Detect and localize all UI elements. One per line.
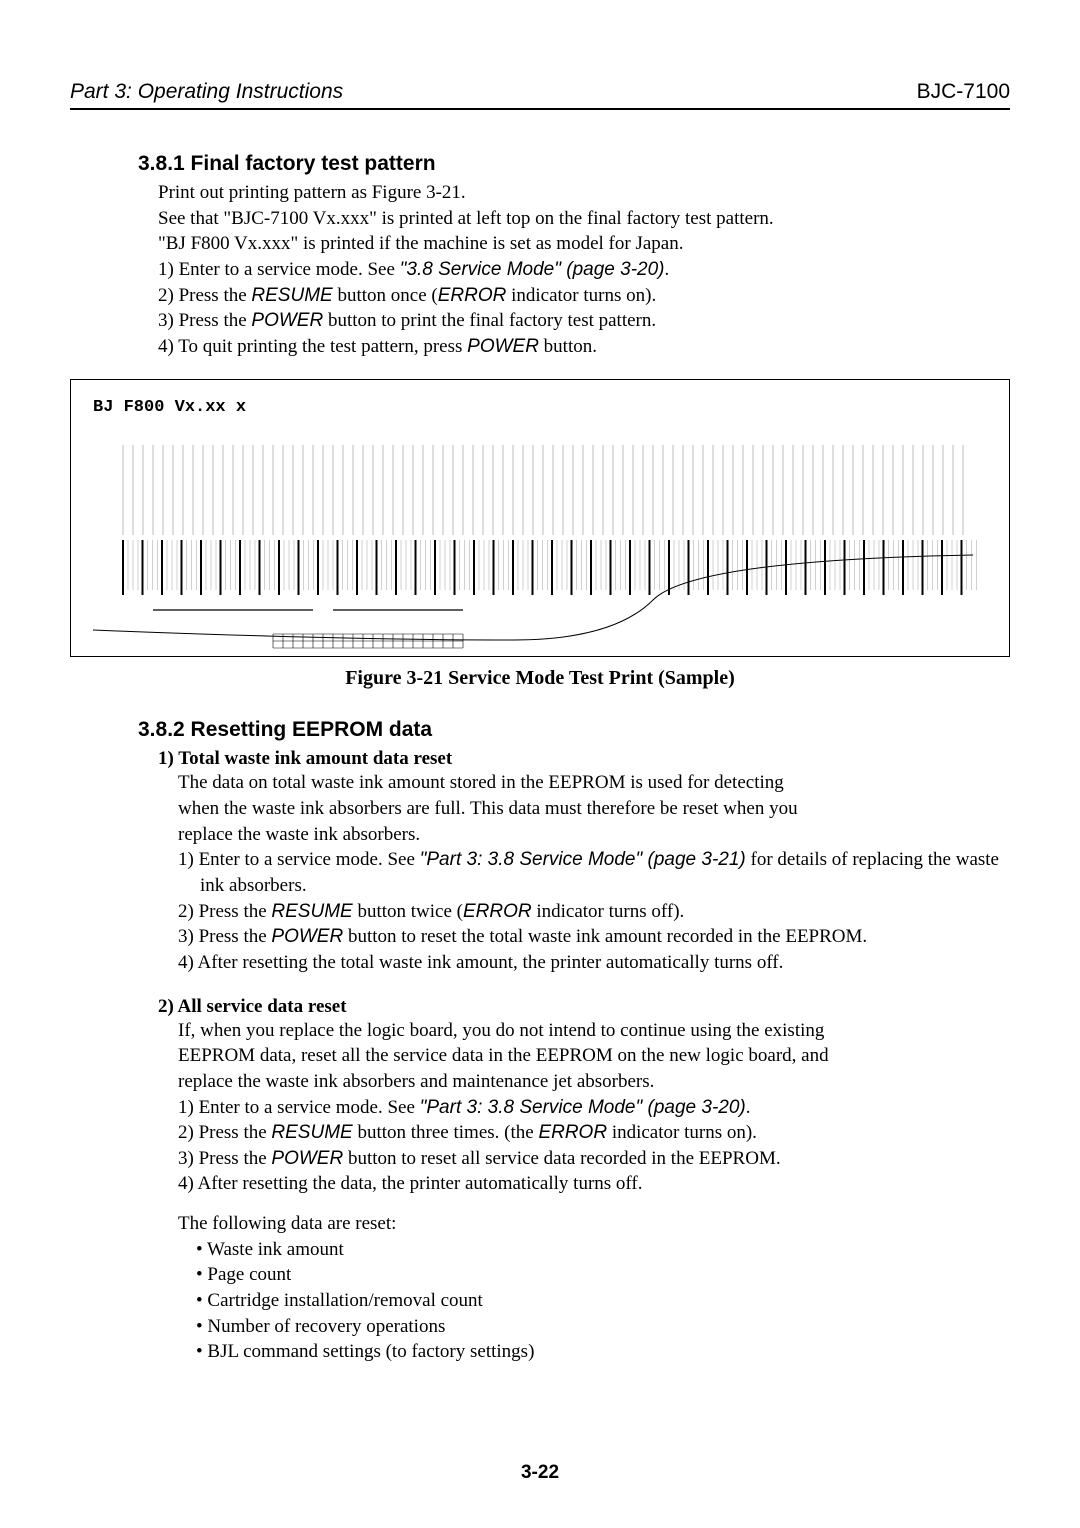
- section-381-title: 3.8.1 Final factory test pattern: [138, 152, 1010, 176]
- section-381-body: Print out printing pattern as Figure 3-2…: [158, 180, 1010, 359]
- figure-caption: Figure 3-21 Service Mode Test Print (Sam…: [70, 667, 1010, 690]
- header-right: BJC-7100: [917, 80, 1010, 104]
- content-area: 3.8.1 Final factory test pattern Print o…: [70, 152, 1010, 1365]
- s382-sub1: 1) Total waste ink amount data reset: [158, 748, 1010, 770]
- s382-p1-s1: 1) Enter to a service mode. See "Part 3:…: [178, 847, 1010, 898]
- s382-p1-s3: 3) Press the POWER button to reset the t…: [178, 924, 1010, 950]
- s382-p2-s3: 3) Press the POWER button to reset all s…: [178, 1146, 1010, 1172]
- test-pattern-svg: [93, 440, 989, 650]
- s382-p2-steps: 1) Enter to a service mode. See "Part 3:…: [178, 1095, 1010, 1198]
- s381-step4: 4) To quit printing the test pattern, pr…: [158, 334, 1010, 360]
- bullet-item: • Page count: [196, 1262, 1010, 1288]
- s381-step2: 2) Press the RESUME button once (ERROR i…: [158, 283, 1010, 309]
- s382-p1-s2: 2) Press the RESUME button twice (ERROR …: [178, 899, 1010, 925]
- s381-line1: Print out printing pattern as Figure 3-2…: [158, 180, 1010, 206]
- s382-p1-intro: The data on total waste ink amount store…: [178, 770, 1010, 847]
- s382-p2-intro: If, when you replace the logic board, yo…: [178, 1018, 1010, 1095]
- figure-321: BJ F800 Vx.xx x Figure 3-21 Service Mode…: [70, 379, 1010, 690]
- bullet-item: • BJL command settings (to factory setti…: [196, 1339, 1010, 1365]
- figure-box: BJ F800 Vx.xx x: [70, 379, 1010, 657]
- s382-p1-s4: 4) After resetting the total waste ink a…: [178, 950, 1010, 976]
- s381-line2: See that "BJC-7100 Vx.xxx" is printed at…: [158, 206, 1010, 232]
- reset-bullets: • Waste ink amount • Page count • Cartri…: [196, 1237, 1010, 1365]
- s382-p2-s1: 1) Enter to a service mode. See "Part 3:…: [178, 1095, 1010, 1121]
- s382-p2-s4: 4) After resetting the data, the printer…: [178, 1171, 1010, 1197]
- section-382-body: 1) Total waste ink amount data reset The…: [158, 748, 1010, 1364]
- figure-inner-label: BJ F800 Vx.xx x: [93, 398, 987, 417]
- s381-step1: 1) Enter to a service mode. See "3.8 Ser…: [158, 257, 1010, 283]
- header-left: Part 3: Operating Instructions: [70, 80, 343, 104]
- section-382-title: 3.8.2 Resetting EEPROM data: [138, 718, 1010, 742]
- s382-p2-s2: 2) Press the RESUME button three times. …: [178, 1120, 1010, 1146]
- s381-line3: "BJ F800 Vx.xxx" is printed if the machi…: [158, 231, 1010, 257]
- s382-sub2: 2) All service data reset: [158, 996, 1010, 1018]
- bullet-item: • Waste ink amount: [196, 1237, 1010, 1263]
- page-header: Part 3: Operating Instructions BJC-7100: [70, 80, 1010, 110]
- bullet-item: • Number of recovery operations: [196, 1314, 1010, 1340]
- s381-step3: 3) Press the POWER button to print the f…: [158, 308, 1010, 334]
- page-number: 3-22: [0, 1462, 1080, 1484]
- s382-p1-steps: 1) Enter to a service mode. See "Part 3:…: [178, 847, 1010, 975]
- reset-intro: The following data are reset:: [178, 1211, 1010, 1237]
- bullet-item: • Cartridge installation/removal count: [196, 1288, 1010, 1314]
